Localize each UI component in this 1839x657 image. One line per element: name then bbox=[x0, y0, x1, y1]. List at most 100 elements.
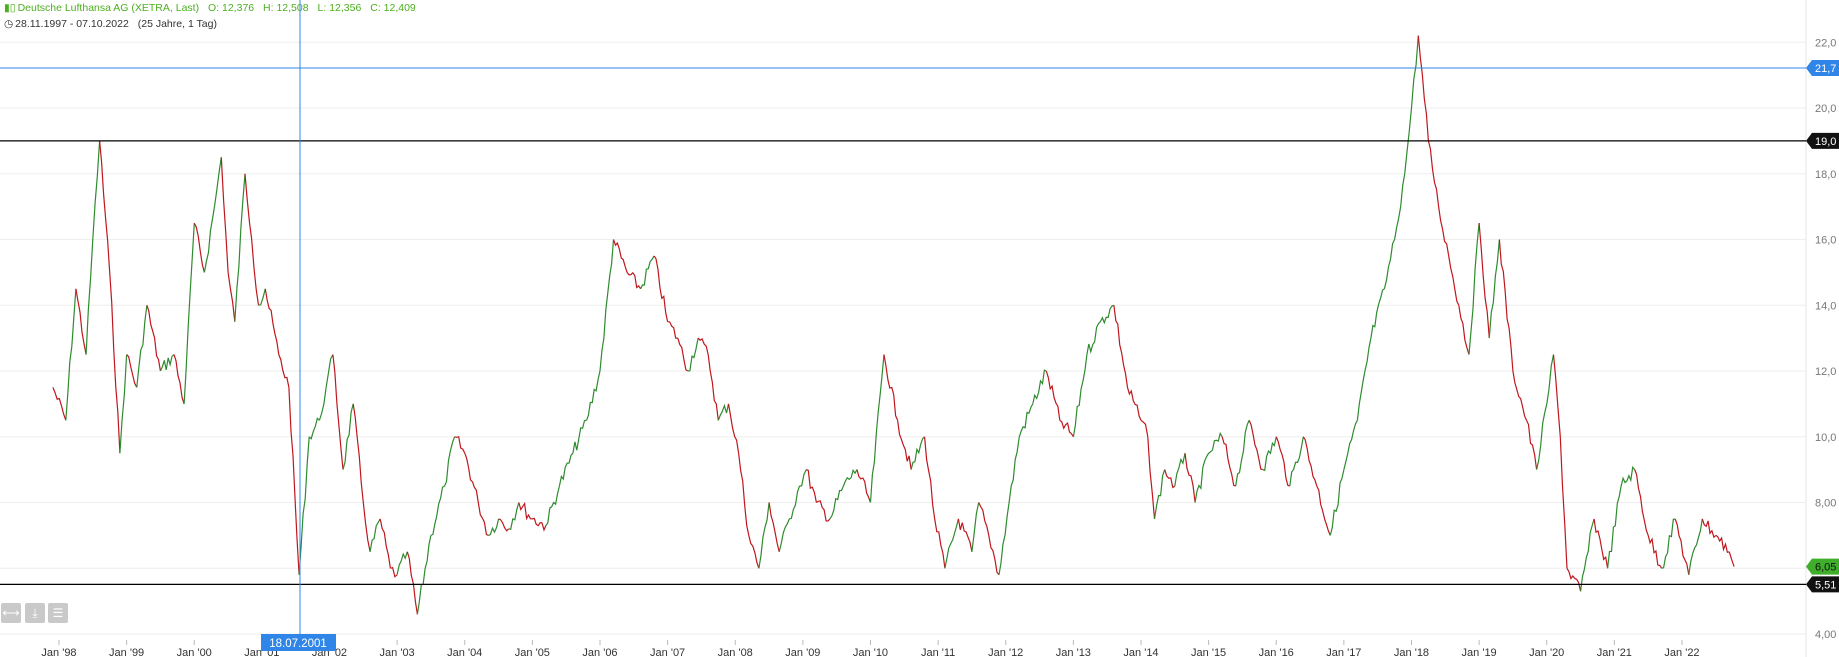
price-segment bbox=[390, 566, 398, 578]
y-tick-label: 20,0 bbox=[1815, 103, 1836, 115]
price-segment bbox=[1674, 518, 1690, 575]
x-tick-label: Jan '07 bbox=[650, 647, 685, 657]
price-segment bbox=[1126, 387, 1142, 421]
price-segment bbox=[1383, 239, 1396, 289]
price-segment bbox=[193, 222, 205, 273]
price-segment bbox=[748, 535, 760, 569]
price-segment bbox=[488, 518, 500, 536]
price-segment bbox=[640, 255, 655, 290]
price-segment bbox=[136, 305, 148, 388]
x-tick-label: Jan '03 bbox=[380, 647, 415, 657]
price-segment bbox=[1478, 223, 1490, 339]
x-tick-label: Jan '13 bbox=[1056, 647, 1091, 657]
price-segment bbox=[545, 485, 560, 526]
price-segment bbox=[119, 354, 128, 454]
price-segment bbox=[924, 436, 936, 519]
price-segment bbox=[251, 239, 260, 306]
price-segment bbox=[727, 403, 740, 454]
price-segment bbox=[1525, 420, 1538, 470]
horizontal-line-badge bbox=[1806, 576, 1839, 593]
x-tick-label: Jan '19 bbox=[1462, 647, 1497, 657]
price-segment bbox=[1417, 35, 1429, 141]
price-segment bbox=[842, 468, 858, 487]
price-segment bbox=[1566, 568, 1582, 592]
y-tick-label: 18,0 bbox=[1815, 169, 1836, 181]
price-segment bbox=[1580, 518, 1595, 592]
price-segment bbox=[717, 403, 730, 421]
price-segment bbox=[352, 403, 364, 503]
price-segment bbox=[883, 354, 899, 421]
price-segment bbox=[778, 518, 790, 552]
price-segment bbox=[109, 272, 121, 454]
high-value: H: 12,508 bbox=[263, 2, 309, 14]
price-segment bbox=[508, 502, 520, 531]
price-segment bbox=[430, 485, 445, 536]
horizontal-line-badge bbox=[1806, 132, 1839, 149]
x-tick-label: Jan '01 bbox=[244, 647, 279, 657]
price-segment bbox=[308, 417, 320, 440]
price-segment bbox=[1728, 551, 1735, 567]
x-tick-label: Jan '15 bbox=[1191, 647, 1226, 657]
price-segment bbox=[869, 354, 885, 503]
x-tick-label: Jan '09 bbox=[785, 647, 820, 657]
price-segment bbox=[146, 305, 161, 372]
expand-horizontal-icon[interactable]: ⟷ bbox=[1, 603, 21, 623]
x-tick-label: Jan '08 bbox=[718, 647, 753, 657]
price-segment bbox=[1194, 452, 1210, 503]
price-segment bbox=[829, 485, 844, 520]
price-segment bbox=[1410, 35, 1419, 109]
price-segment bbox=[1498, 239, 1514, 372]
x-tick-label: Jan '05 bbox=[515, 647, 550, 657]
price-segment bbox=[1248, 420, 1263, 471]
price-segment bbox=[1153, 469, 1166, 519]
price-segment bbox=[203, 206, 216, 273]
price-segment bbox=[75, 288, 87, 355]
price-segment bbox=[1661, 518, 1676, 569]
crosshair-date-badge bbox=[261, 634, 336, 651]
download-icon[interactable]: ⤓ bbox=[25, 603, 45, 623]
price-segment bbox=[1113, 305, 1129, 388]
price-segment bbox=[572, 419, 587, 454]
price-segment bbox=[1174, 453, 1186, 487]
price-segment bbox=[1620, 465, 1636, 487]
crosshair-date-label: 18.07.2001 bbox=[269, 638, 327, 650]
price-segment bbox=[234, 173, 246, 322]
price-segment bbox=[1458, 305, 1470, 355]
price-segment bbox=[1356, 337, 1372, 421]
price-segment bbox=[325, 354, 334, 388]
price-segment bbox=[626, 271, 642, 290]
price-segment bbox=[653, 255, 669, 322]
price-segment bbox=[288, 387, 300, 575]
instrument-name[interactable]: Deutsche Lufthansa AG (XETRA, Last) bbox=[17, 2, 200, 14]
price-segment bbox=[789, 485, 801, 520]
price-segment bbox=[464, 452, 479, 503]
price-segment bbox=[369, 518, 381, 552]
price-segment bbox=[1559, 436, 1568, 569]
price-segment bbox=[1512, 370, 1528, 421]
price-segment bbox=[92, 140, 101, 240]
layers-icon[interactable]: ☰ bbox=[48, 603, 68, 623]
date-range[interactable]: 28.11.1997 - 07.10.2022 bbox=[15, 18, 129, 30]
price-segment bbox=[52, 387, 67, 421]
price-segment bbox=[1370, 288, 1385, 339]
price-segment bbox=[799, 469, 807, 487]
price-segment bbox=[264, 288, 280, 355]
close-value: C: 12,409 bbox=[370, 2, 416, 14]
x-tick-label: Jan '98 bbox=[41, 647, 76, 657]
price-segment bbox=[1715, 534, 1730, 554]
price-segment bbox=[1536, 403, 1548, 470]
price-segment bbox=[126, 354, 138, 388]
price-segment bbox=[1316, 485, 1331, 536]
price-segment bbox=[1164, 469, 1176, 489]
price-segment bbox=[1448, 255, 1460, 306]
price-segment bbox=[988, 535, 1000, 576]
open-value: O: 12,376 bbox=[208, 2, 255, 14]
x-tick-label: Jan '22 bbox=[1664, 647, 1699, 657]
price-segment bbox=[1147, 436, 1156, 519]
y-tick-label: 22,0 bbox=[1815, 37, 1836, 49]
price-segment bbox=[518, 501, 533, 521]
price-segment bbox=[332, 354, 344, 470]
low-value: L: 12,356 bbox=[317, 2, 362, 14]
price-segment bbox=[1018, 403, 1034, 437]
